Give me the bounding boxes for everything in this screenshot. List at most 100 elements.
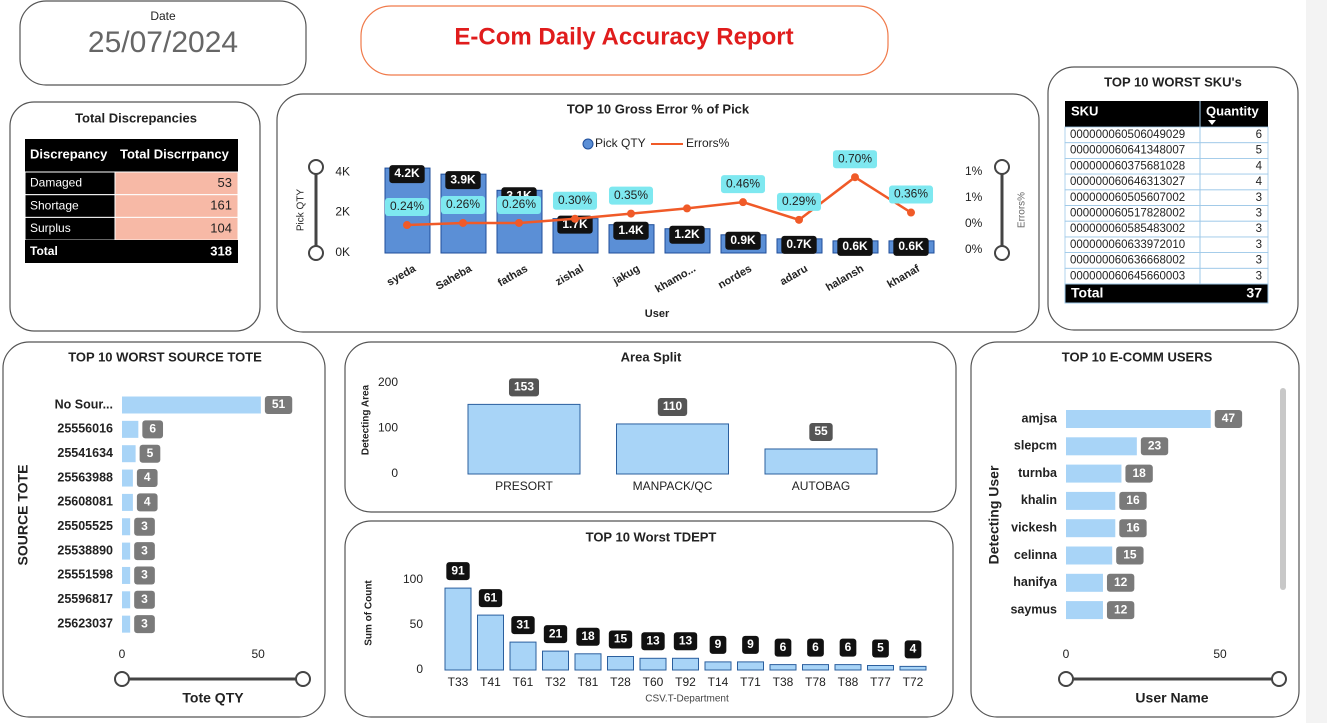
x-axis-label: CSV.T-Department: [645, 694, 729, 705]
bar-label: 153: [514, 380, 534, 394]
error-point: [851, 173, 859, 182]
date-card: [19, 0, 307, 86]
bar-label: 13: [646, 633, 660, 647]
sku-code: 000000060641348007: [1070, 145, 1185, 157]
bar-label: 5: [147, 446, 154, 460]
bar: [1066, 491, 1116, 510]
line-label: 0.26%: [446, 197, 480, 211]
panel-title: Total Discrepancies: [75, 110, 197, 125]
y-tick-label: celinna: [1014, 548, 1058, 562]
bar-label-box: [742, 635, 759, 654]
bar-label-box: [837, 237, 873, 256]
x-tick-label: T60: [643, 675, 664, 689]
sku-code: 000000060506049029: [1070, 129, 1185, 141]
scroll-gutter: [1306, 0, 1327, 723]
x-tick-label: T77: [870, 675, 891, 689]
date-label: Date: [150, 9, 176, 23]
bar-label-box: [872, 639, 889, 658]
line-label-box: [496, 195, 542, 214]
panel-title: TOP 10 Worst TDEPT: [586, 529, 717, 544]
bar-label: 4: [144, 470, 151, 484]
bar-label: 9: [715, 637, 722, 651]
y-tick-label: 100: [378, 421, 398, 435]
bar-label: 9: [747, 637, 754, 651]
sku-panel: [1047, 66, 1299, 331]
row-label: Shortage: [30, 198, 79, 212]
bar-label: 6: [780, 640, 787, 654]
error-point: [739, 198, 747, 207]
bar: [769, 664, 797, 671]
bar: [122, 542, 131, 560]
bar-label-box: [478, 589, 503, 608]
error-point: [515, 218, 523, 227]
sku-code: 000000060645660003: [1070, 270, 1185, 282]
bar: [1066, 464, 1122, 483]
bar-label-box: [641, 632, 665, 651]
slider-handle: [295, 671, 311, 687]
row-value: 104: [210, 220, 232, 235]
y-tick-label: 50: [410, 617, 424, 631]
bar-label-box: [1119, 519, 1147, 538]
bar-label-box: [709, 635, 727, 654]
y2-tick-label: 0%: [965, 216, 983, 230]
bar: [122, 445, 136, 463]
legend-label: Pick QTY: [595, 136, 646, 150]
bar-label-box: [134, 615, 155, 634]
bar: [1066, 546, 1113, 565]
x-tick-label: AUTOBAG: [792, 479, 850, 493]
x-tick-label: T81: [578, 675, 599, 689]
bar-label: 91: [451, 563, 465, 577]
y-tick-label: 25563988: [57, 470, 113, 484]
sku-qty: 3: [1256, 270, 1262, 282]
line-label: 0.70%: [838, 151, 872, 165]
row-value: 161: [210, 198, 232, 213]
slider-handle: [308, 245, 324, 261]
bar-label-box: [673, 632, 698, 651]
bar: [509, 641, 537, 671]
y-tick-label: 200: [378, 375, 398, 389]
bar: [122, 591, 131, 609]
bar-label-box: [446, 562, 470, 581]
x-tick-label: T41: [480, 675, 501, 689]
bar: [899, 665, 927, 671]
bar-label-box: [508, 378, 540, 397]
x-tick-label: 0: [119, 647, 126, 661]
table-header: [25, 139, 238, 172]
error-point: [459, 218, 467, 227]
bar: [444, 587, 472, 671]
slider-handle: [1058, 671, 1074, 687]
bar-label-box: [576, 627, 600, 646]
line-label: 0.35%: [614, 188, 648, 202]
line-label: 0.24%: [390, 199, 424, 213]
bar: [122, 566, 131, 584]
bar: [477, 614, 504, 671]
x-tick-label: MANPACK/QC: [633, 479, 713, 493]
bar: [122, 615, 131, 633]
bar-label: 61: [484, 590, 498, 604]
y-tick-label: 25538890: [57, 543, 113, 557]
y-axis-label: Pick QTY: [296, 189, 307, 232]
y-tick-label: amjsa: [1022, 411, 1058, 425]
y-tick-label: 0: [416, 662, 423, 676]
bar-label-box: [136, 469, 158, 488]
sku-qty: 4: [1256, 160, 1263, 172]
y-axis-label: Detecting Area: [361, 384, 372, 455]
bar: [1066, 410, 1211, 428]
bar-label: 23: [1148, 438, 1162, 452]
y2-tick-label: 1%: [965, 190, 983, 204]
y-tick-label: 100: [403, 572, 423, 586]
sku-qty: 6: [1256, 129, 1262, 141]
scrollbar: [1280, 388, 1286, 590]
bar-label-box: [134, 590, 155, 609]
x-tick-label: T28: [610, 675, 631, 689]
bar: [574, 653, 602, 671]
bar-label-box: [657, 397, 688, 416]
y-tick-label: vickesh: [1011, 520, 1057, 534]
bar-label: 1.4K: [618, 223, 644, 237]
bar: [122, 518, 131, 536]
bar-label: 47: [1222, 411, 1236, 425]
bar-label: 31: [516, 617, 530, 631]
line-label: 0.30%: [558, 193, 592, 207]
x-tick-label: T14: [708, 675, 729, 689]
